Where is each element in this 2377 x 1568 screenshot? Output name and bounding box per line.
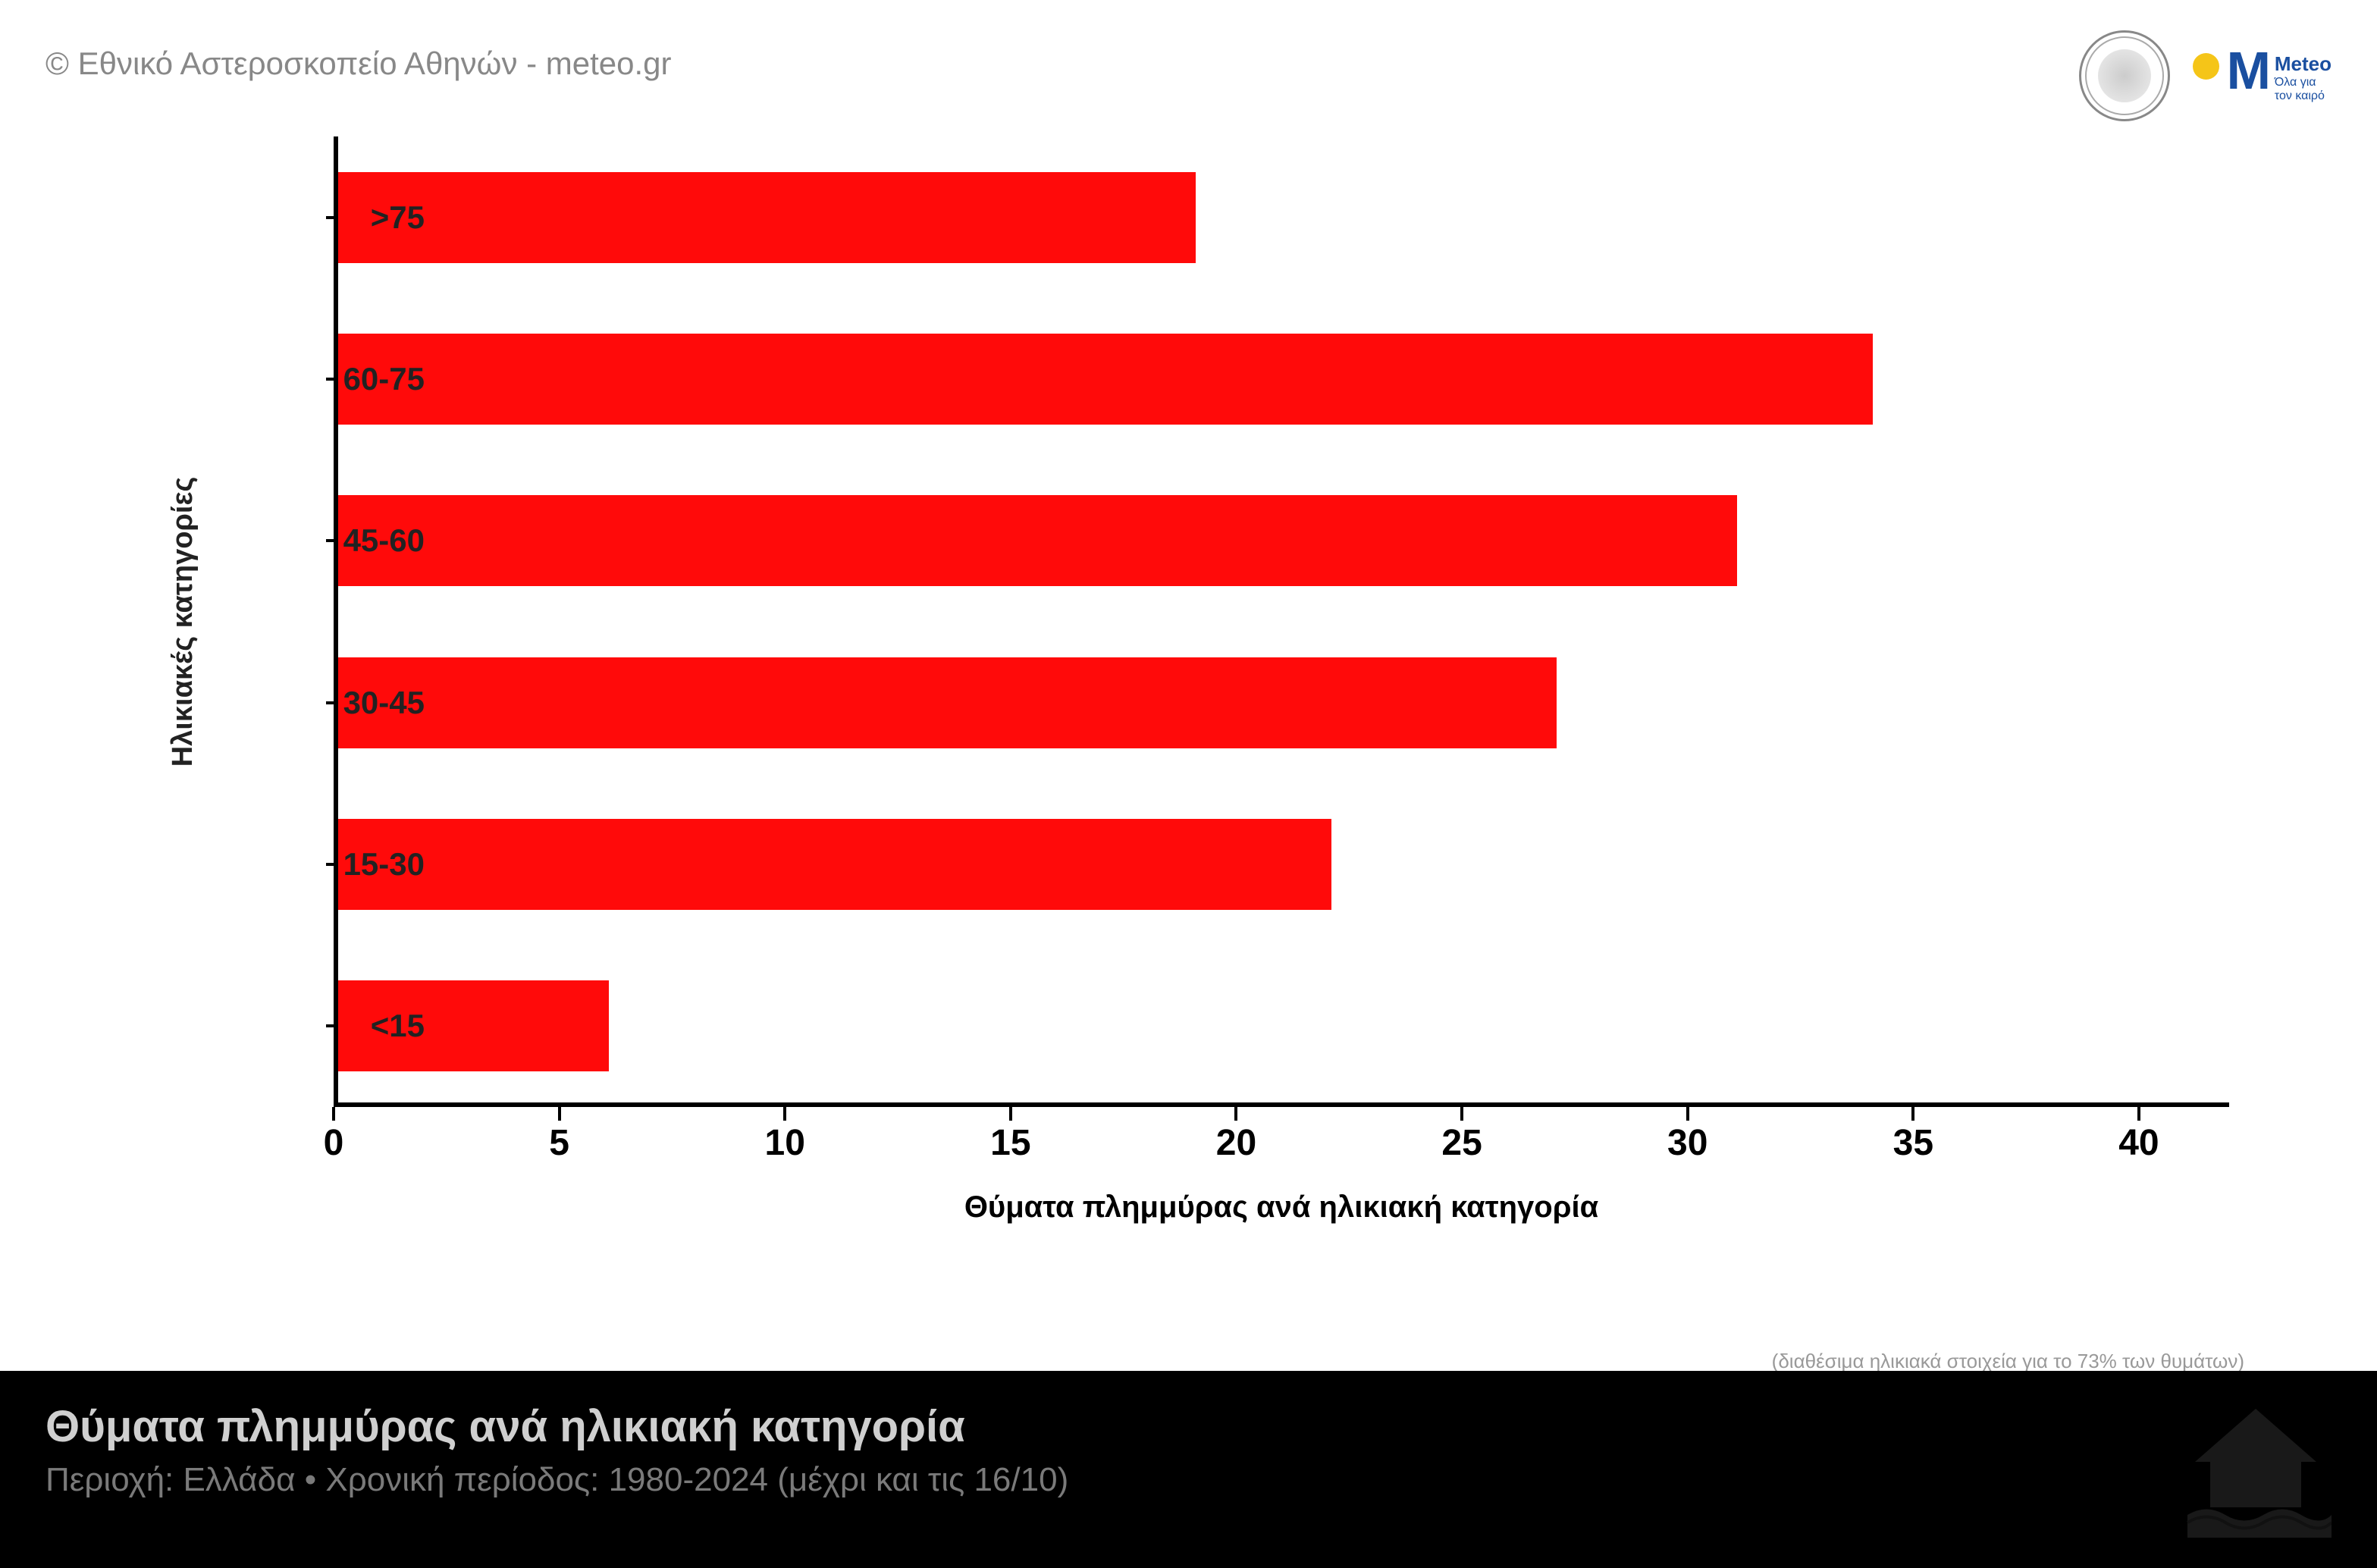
footer-title: Θύματα πλημμύρας ανά ηλικιακή κατηγορία	[45, 1401, 1068, 1452]
x-tick-label: 15	[980, 1122, 1041, 1164]
y-tick-label: 15-30	[273, 846, 425, 883]
bar	[338, 819, 1331, 910]
chart-plot: >7560-7545-6030-4515-30<15	[334, 136, 2229, 1107]
x-tick-mark	[1234, 1107, 1237, 1121]
x-tick-mark	[2137, 1107, 2140, 1121]
x-tick-label: 35	[1883, 1122, 1943, 1164]
bar	[338, 334, 1873, 425]
y-axis-label: Ηλικιακές κατηγορίες	[167, 477, 199, 767]
flood-house-icon	[2180, 1401, 2332, 1538]
x-tick-mark	[332, 1107, 335, 1121]
x-tick-mark	[783, 1107, 786, 1121]
y-tick-label: >75	[273, 199, 425, 236]
x-tick-mark	[1686, 1107, 1689, 1121]
meteo-logo: M Meteo Όλα για τον καιρό	[2193, 49, 2332, 102]
meteo-tagline-2: τον καιρό	[2275, 89, 2332, 103]
footer-subtitle: Περιοχή: Ελλάδα • Χρονική περίοδος: 1980…	[45, 1461, 1068, 1499]
meteo-label: Meteo	[2275, 52, 2332, 76]
x-tick-label: 5	[529, 1122, 590, 1164]
x-tick-label: 10	[754, 1122, 815, 1164]
y-tick-label: 60-75	[273, 361, 425, 397]
footer-bar: Θύματα πλημμύρας ανά ηλικιακή κατηγορία …	[0, 1371, 2377, 1568]
bar	[338, 172, 1196, 263]
x-tick-mark	[1460, 1107, 1463, 1121]
y-tick-label: 45-60	[273, 522, 425, 559]
meteo-m-icon: M	[2227, 49, 2267, 92]
x-tick-label: 25	[1432, 1122, 1492, 1164]
y-tick-label: <15	[273, 1008, 425, 1044]
x-axis-label: Θύματα πλημμύρας ανά ηλικιακή κατηγορία	[334, 1190, 2229, 1225]
x-tick-mark	[1009, 1107, 1012, 1121]
x-tick-label: 0	[303, 1122, 364, 1164]
x-tick-label: 20	[1206, 1122, 1266, 1164]
x-tick-mark	[1911, 1107, 1914, 1121]
sun-icon	[2193, 53, 2219, 80]
noa-logo-icon	[2079, 30, 2170, 121]
chart-area: Ηλικιακές κατηγορίες >7560-7545-6030-451…	[227, 136, 2275, 1221]
bar	[338, 657, 1557, 748]
x-tick-label: 40	[2109, 1122, 2169, 1164]
logo-block: M Meteo Όλα για τον καιρό	[2079, 30, 2332, 121]
bar	[338, 495, 1737, 586]
x-tick-label: 30	[1657, 1122, 1718, 1164]
y-tick-label: 30-45	[273, 685, 425, 721]
attribution-text: © Εθνικό Αστεροσκοπείο Αθηνών - meteo.gr	[45, 45, 672, 82]
meteo-tagline-1: Όλα για	[2275, 76, 2332, 89]
chart-footnote: (διαθέσιμα ηλικιακά στοιχεία για το 73% …	[1772, 1350, 2244, 1373]
x-tick-mark	[558, 1107, 561, 1121]
